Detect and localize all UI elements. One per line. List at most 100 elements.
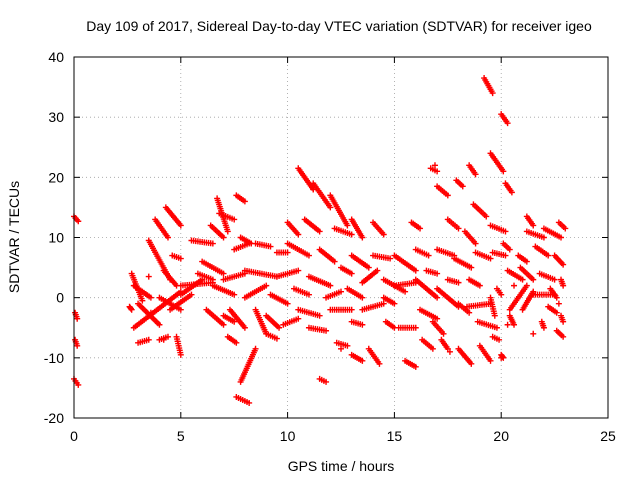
satellite-arc xyxy=(466,162,479,178)
data-point xyxy=(156,321,163,328)
satellite-arc xyxy=(472,249,494,262)
data-point xyxy=(434,294,441,301)
satellite-arc xyxy=(344,285,366,301)
satellite-arc xyxy=(316,375,330,385)
satellite-arc xyxy=(419,336,436,352)
satellite-arc xyxy=(263,330,280,342)
satellite-arc xyxy=(291,285,312,298)
satellite-arc xyxy=(517,264,537,283)
data-point xyxy=(412,267,419,274)
satellite-arc xyxy=(162,204,184,229)
satellite-arc xyxy=(135,300,163,328)
data-point xyxy=(562,225,569,232)
satellite-arc xyxy=(487,222,509,235)
x-tick-label: 10 xyxy=(280,428,296,444)
x-tick-label: 15 xyxy=(387,428,403,444)
data-point xyxy=(506,246,513,253)
data-point xyxy=(391,300,398,307)
data-point xyxy=(316,228,323,235)
satellite-arc xyxy=(453,177,466,190)
satellite-arc xyxy=(464,300,494,310)
data-point xyxy=(305,291,312,298)
satellite-arc xyxy=(451,255,475,271)
data-point xyxy=(224,228,231,235)
satellite-arc xyxy=(216,210,238,223)
data-point xyxy=(209,276,216,283)
y-tick-label: 30 xyxy=(48,109,64,125)
satellite-arc xyxy=(130,282,154,301)
data-point xyxy=(558,234,565,241)
satellite-arc xyxy=(233,393,253,406)
satellite-arc xyxy=(323,288,344,301)
data-point xyxy=(177,351,184,358)
x-tick-label: 0 xyxy=(70,428,78,444)
data-point xyxy=(75,218,82,225)
satellite-arc xyxy=(173,333,184,358)
data-point xyxy=(316,312,323,319)
satellite-arc xyxy=(226,306,248,331)
satellite-arc xyxy=(429,318,447,337)
satellite-arc xyxy=(316,246,338,265)
satellite-arc xyxy=(237,345,259,385)
plot-border xyxy=(73,56,609,419)
y-tick-label: 10 xyxy=(48,230,64,246)
satellite-arc xyxy=(466,276,483,289)
data-point xyxy=(344,222,351,229)
data-point xyxy=(284,249,291,256)
satellite-arc xyxy=(71,213,82,225)
data-point xyxy=(177,255,184,262)
satellite-arc xyxy=(382,318,398,331)
data-point xyxy=(511,321,518,328)
satellite-arc xyxy=(417,306,441,322)
data-point xyxy=(487,357,494,364)
satellite-arc xyxy=(331,225,355,238)
data-point xyxy=(331,258,338,265)
satellite-arc xyxy=(498,351,507,361)
data-point xyxy=(177,222,184,229)
data-point xyxy=(295,231,302,238)
data-point xyxy=(440,330,447,337)
y-tick-label: -10 xyxy=(44,350,64,366)
data-point xyxy=(74,342,81,349)
satellite-arc xyxy=(199,258,227,277)
data-point xyxy=(348,270,355,277)
satellite-arc xyxy=(209,282,238,298)
data-point xyxy=(530,276,537,283)
data-point xyxy=(553,309,560,316)
satellite-arc xyxy=(444,276,462,286)
y-tick-label: 0 xyxy=(56,290,64,306)
data-point xyxy=(338,345,344,352)
satellite-arc xyxy=(551,252,567,268)
satellite-arc xyxy=(273,249,291,256)
satellite-arc xyxy=(333,339,351,349)
data-point xyxy=(434,315,441,322)
data-point xyxy=(489,90,496,97)
data-point xyxy=(417,225,424,232)
x-axis-label: GPS time / hours xyxy=(288,458,395,474)
satellite-arc xyxy=(224,333,240,346)
satellite-arc xyxy=(284,240,312,259)
data-point xyxy=(466,309,473,316)
tick-labels: 0 5 10 15 20 25 -20 -10 0 10 20 30 40 xyxy=(44,49,616,444)
satellite-arc xyxy=(493,285,505,298)
satellite-arc xyxy=(412,246,432,259)
data-point xyxy=(472,240,479,247)
satellite-arc xyxy=(476,342,494,364)
data-point xyxy=(429,345,436,352)
satellite-arc xyxy=(427,165,441,175)
satellite-arc xyxy=(252,240,274,250)
satellite-arc xyxy=(220,270,248,283)
satellite-arc xyxy=(489,249,509,259)
satellite-arc xyxy=(455,300,473,316)
satellite-arc xyxy=(487,150,507,175)
data-point xyxy=(455,279,462,286)
satellite-arc xyxy=(310,180,334,211)
data-point xyxy=(560,333,567,340)
data-point xyxy=(553,294,560,301)
satellite-arc xyxy=(461,228,479,247)
satellite-arc xyxy=(506,312,518,328)
satellite-arc xyxy=(515,252,530,265)
satellite-arc xyxy=(273,267,302,280)
data-point xyxy=(560,318,567,325)
satellite-arc xyxy=(359,267,381,286)
